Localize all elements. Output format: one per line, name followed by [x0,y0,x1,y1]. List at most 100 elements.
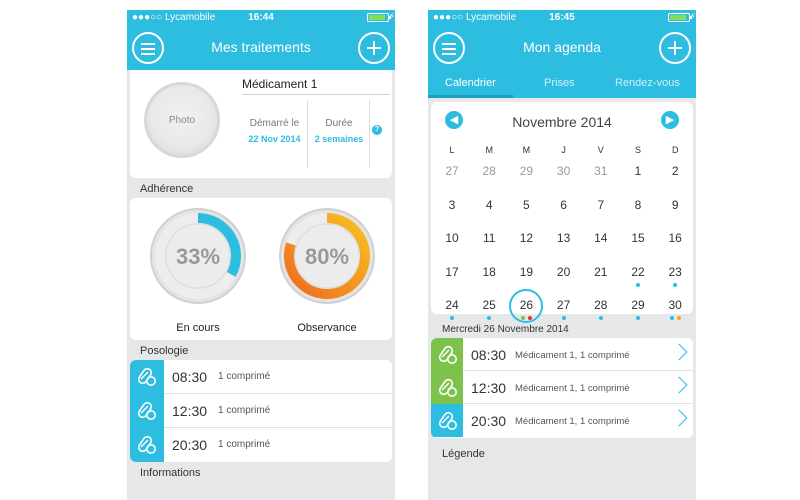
schedule-date-heading: Mercredi 26 Novembre 2014 [442,324,569,335]
calendar-day[interactable]: 18 [482,264,496,279]
menu-button[interactable] [132,32,164,64]
list-item[interactable]: 08:30 Médicament 1, 1 comprimé [431,338,693,371]
status-bar: ●●●○○ Lycamobile 16:44 ⚡ [127,10,395,26]
calendar-day[interactable]: 29 [631,298,645,312]
chevron-right-icon [670,409,688,427]
calendar-day[interactable]: 28 [482,164,496,178]
calendar-day[interactable]: 13 [556,231,571,245]
duration-block: Durée 2 semaines [309,100,370,168]
adherence-heading: Adhérence [140,183,194,195]
calendar-day[interactable]: 21 [594,264,608,279]
weekday-label: J [561,145,566,155]
dose-description: 1 comprimé [218,439,271,450]
calendar-day[interactable]: 9 [671,197,679,212]
dose-time: 08:30 [471,347,507,363]
help-icon[interactable]: ? [372,125,382,135]
calendar-day[interactable]: 4 [485,197,493,212]
menu-button[interactable] [433,32,465,64]
calendar-day[interactable]: 8 [634,197,642,212]
event-dot [676,316,681,320]
tab-bar: Calendrier Prises Rendez-vous [428,70,696,98]
status-bar: ●●●○○ Lycamobile 16:45 ⚡ [428,10,696,26]
event-dot [487,316,492,320]
calendar-day[interactable]: 11 [482,231,496,245]
prev-month-button[interactable]: ◀ [445,111,463,129]
list-item[interactable]: 20:30 Médicament 1, 1 comprimé [431,404,693,437]
pill-icon [431,371,463,404]
calendar-day[interactable]: 1 [634,164,642,178]
chevron-right-icon [670,376,688,394]
calendar-day[interactable]: 19 [519,264,534,279]
add-button[interactable] [659,32,691,64]
page-title: Mes traitements [211,39,311,55]
posology-heading: Posologie [140,345,189,357]
event-dot [527,316,532,320]
calendar-day[interactable]: 3 [448,197,456,212]
posology-list: 08:30 1 comprimé 12:30 1 comprimé 20:30 … [130,360,392,462]
event-dot [450,316,454,320]
tab-calendrier[interactable]: Calendrier [445,77,496,89]
calendar-day[interactable]: 30 [668,298,682,312]
list-item[interactable]: 12:30 1 comprimé [130,394,392,428]
calendar-day[interactable]: 28 [594,298,608,312]
calendar-day[interactable]: 17 [445,264,459,279]
list-item[interactable]: 12:30 Médicament 1, 1 comprimé [431,371,693,404]
calendar-day[interactable]: 15 [631,231,645,245]
calendar-day[interactable]: 27 [445,164,459,178]
photo-label: Photo [168,115,196,126]
tab-prises[interactable]: Prises [544,77,575,89]
weekday-label: D [671,145,679,155]
dose-description: 1 comprimé [218,371,271,382]
calendar: ◀ Novembre 2014 ▶ L M M J V S D 27 28 29 30 31 1 2 3 4 5… [431,102,693,323]
calendar-day[interactable]: 23 [668,264,682,279]
event-dot [673,282,678,287]
dose-description: Médicament 1, 1 comprimé [515,350,630,361]
calendar-day[interactable]: 10 [445,231,459,245]
calendar-day-selected[interactable]: 26 [519,298,534,312]
pill-icon [431,338,463,371]
calendar-day[interactable]: 16 [668,231,682,245]
medication-card[interactable]: Photo Médicament 1 Démarré le 22 Nov 201… [130,70,392,178]
weekday-label: S [634,145,641,155]
calendar-day[interactable]: 6 [560,197,567,212]
dose-time: 20:30 [471,413,507,429]
dose-time: 12:30 [471,380,507,396]
next-month-button[interactable]: ▶ [661,111,679,129]
start-date-value: 22 Nov 2014 [248,134,301,144]
calendar-day[interactable]: 12 [519,231,534,245]
phone-screen-treatments: ●●●○○ Lycamobile 16:44 ⚡ Mes traitements… [127,10,395,500]
list-item[interactable]: 20:30 1 comprimé [130,428,392,462]
information-heading: Informations [140,467,201,479]
tab-rendez-vous[interactable]: Rendez-vous [615,77,680,89]
nav-bar: Mon agenda [428,26,696,70]
calendar-day[interactable]: 14 [594,231,608,245]
add-button[interactable] [358,32,390,64]
event-dot [636,282,640,287]
calendar-day[interactable]: 22 [631,264,645,279]
calendar-day[interactable]: 25 [482,298,496,312]
calendar-day[interactable]: 31 [594,164,608,178]
page-title: Mon agenda [523,39,601,55]
pill-icon [130,360,164,394]
medication-name: Médicament 1 [242,77,390,95]
calendar-day[interactable]: 29 [519,164,534,178]
calendar-day[interactable]: 2 [671,164,679,178]
dose-time: 20:30 [172,437,208,453]
en-cours-percent: 33% [175,244,221,269]
event-dot [636,316,640,320]
selected-day-ring [509,289,544,323]
photo-placeholder[interactable]: Photo [144,82,220,158]
list-item[interactable]: 08:30 1 comprimé [130,360,392,394]
calendar-day[interactable]: 5 [523,197,530,212]
calendar-day[interactable]: 27 [556,298,571,312]
calendar-day[interactable]: 24 [445,298,459,312]
start-date-label: Démarré le [249,118,300,129]
status-time: 16:44 [248,12,274,23]
calendar-day[interactable]: 7 [597,197,605,212]
carrier-label: ●●●○○ Lycamobile [433,12,517,23]
start-date-block: Démarré le 22 Nov 2014 [242,100,308,168]
calendar-month-title: Novembre 2014 [512,114,612,130]
observance-gauge: 80% [277,206,377,306]
calendar-day[interactable]: 20 [556,264,571,279]
calendar-day[interactable]: 30 [556,164,571,178]
